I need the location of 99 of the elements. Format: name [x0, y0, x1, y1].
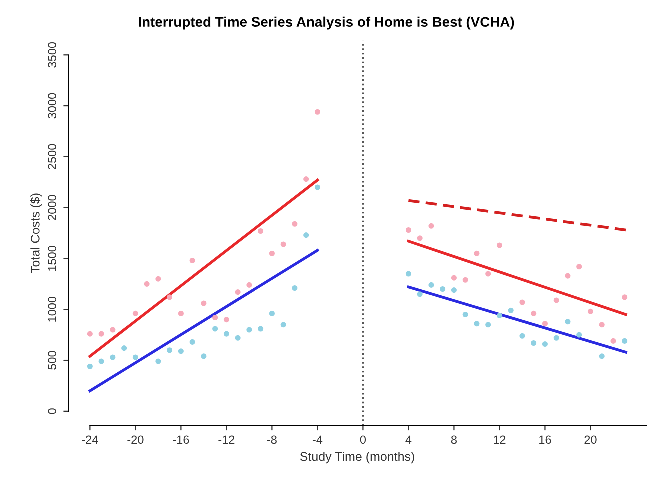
x-tick-label: -8 [267, 436, 277, 444]
x-tick-label: 16 [540, 436, 552, 444]
point [224, 317, 230, 323]
point [508, 308, 514, 314]
point [474, 250, 480, 256]
point [292, 285, 298, 292]
chart-title: Interrupted Time Series Analysis of Home is Best (VCHA) [139, 16, 514, 30]
point [178, 348, 184, 354]
point [258, 228, 264, 234]
point [486, 271, 492, 277]
point [520, 300, 526, 306]
x-tick-label: 20 [584, 436, 597, 444]
point [269, 310, 275, 316]
point [565, 319, 571, 325]
point [576, 264, 582, 270]
point [496, 312, 502, 319]
point [98, 358, 104, 364]
point [132, 354, 138, 360]
point [246, 327, 252, 333]
point [576, 332, 582, 338]
x-tick-label: 8 [451, 436, 457, 444]
point [314, 184, 320, 190]
point [235, 335, 241, 341]
x-tick-label: -24 [82, 436, 98, 444]
point [280, 242, 286, 248]
point [304, 176, 310, 182]
point [201, 300, 207, 306]
point [87, 331, 93, 337]
point [599, 354, 605, 360]
point [190, 339, 196, 345]
point [462, 277, 468, 283]
point [87, 364, 93, 370]
point [599, 322, 605, 328]
x-tick-label: -16 [173, 436, 190, 444]
point [246, 282, 252, 288]
point [417, 292, 423, 298]
point [531, 310, 537, 316]
point [428, 282, 434, 288]
point [110, 354, 116, 360]
point [451, 275, 457, 281]
point [486, 322, 492, 328]
point [304, 232, 310, 238]
x-tick-label: 12 [494, 436, 506, 444]
y-tick-label: 3500 [48, 42, 57, 68]
point [531, 340, 537, 346]
y-axis-title: Total Costs ($) [30, 194, 42, 274]
x-tick-label: -4 [312, 436, 323, 444]
point [462, 312, 468, 318]
point [110, 327, 116, 333]
point [314, 109, 320, 115]
point [610, 338, 616, 344]
x-tick-label: 0 [360, 436, 366, 444]
point [542, 321, 548, 327]
point [122, 346, 128, 352]
point [212, 326, 218, 332]
point [428, 223, 434, 229]
point [190, 258, 196, 264]
point [269, 250, 275, 256]
y-tick-label: 2500 [48, 144, 57, 170]
point [156, 358, 162, 364]
y-tick-label: 500 [48, 351, 57, 370]
point [474, 321, 480, 327]
x-tick-label: -12 [218, 436, 235, 444]
point [258, 326, 264, 332]
point [235, 290, 241, 296]
point [224, 331, 230, 337]
point [144, 281, 150, 287]
point [98, 331, 104, 337]
point [167, 294, 173, 300]
point [451, 288, 457, 294]
x-axis-title: Study Time (months) [300, 452, 414, 464]
point [212, 315, 218, 321]
y-tick-label: 2000 [48, 195, 57, 220]
point [132, 310, 138, 316]
point [565, 273, 571, 279]
point [292, 221, 298, 227]
y-tick-label: 0 [48, 408, 57, 414]
x-tick-label: -20 [128, 436, 144, 444]
point [406, 271, 412, 277]
point [156, 276, 162, 282]
point [178, 310, 184, 316]
point [280, 322, 286, 328]
point [622, 338, 628, 344]
point [588, 308, 594, 314]
x-tick-label: 4 [406, 436, 412, 444]
point [417, 236, 423, 242]
point [406, 227, 412, 234]
point [554, 335, 560, 341]
y-tick-label: 1000 [48, 296, 57, 322]
point [554, 298, 560, 304]
point [542, 341, 548, 348]
y-tick-label: 1500 [48, 246, 57, 271]
point [520, 333, 526, 339]
point [201, 354, 207, 360]
point [440, 286, 446, 292]
point [622, 294, 628, 300]
point [496, 242, 502, 248]
point [167, 348, 173, 354]
y-tick-label: 3000 [48, 93, 57, 119]
